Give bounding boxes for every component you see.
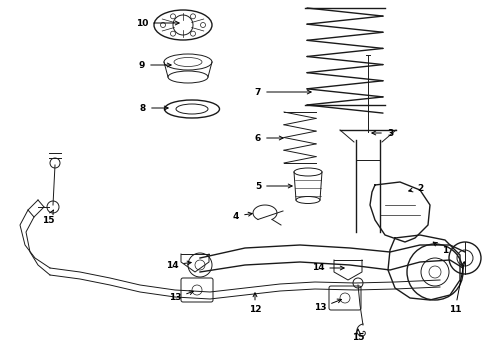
Text: 8: 8	[140, 104, 168, 113]
Text: 14: 14	[166, 261, 191, 270]
Text: 9: 9	[139, 60, 171, 69]
Text: 14: 14	[312, 264, 344, 273]
Text: 5: 5	[255, 181, 292, 190]
Text: 7: 7	[255, 87, 311, 96]
Text: 4: 4	[233, 212, 252, 220]
Text: 3: 3	[372, 129, 393, 138]
Text: 13: 13	[169, 291, 194, 302]
Text: 6: 6	[255, 134, 283, 143]
Text: 12: 12	[249, 293, 261, 315]
Text: 15: 15	[42, 210, 54, 225]
Text: 10: 10	[136, 18, 179, 27]
Text: 2: 2	[409, 184, 423, 193]
Text: 15: 15	[352, 329, 364, 342]
Text: 1: 1	[433, 242, 448, 255]
Text: 11: 11	[449, 262, 466, 315]
Text: 13: 13	[314, 299, 342, 312]
